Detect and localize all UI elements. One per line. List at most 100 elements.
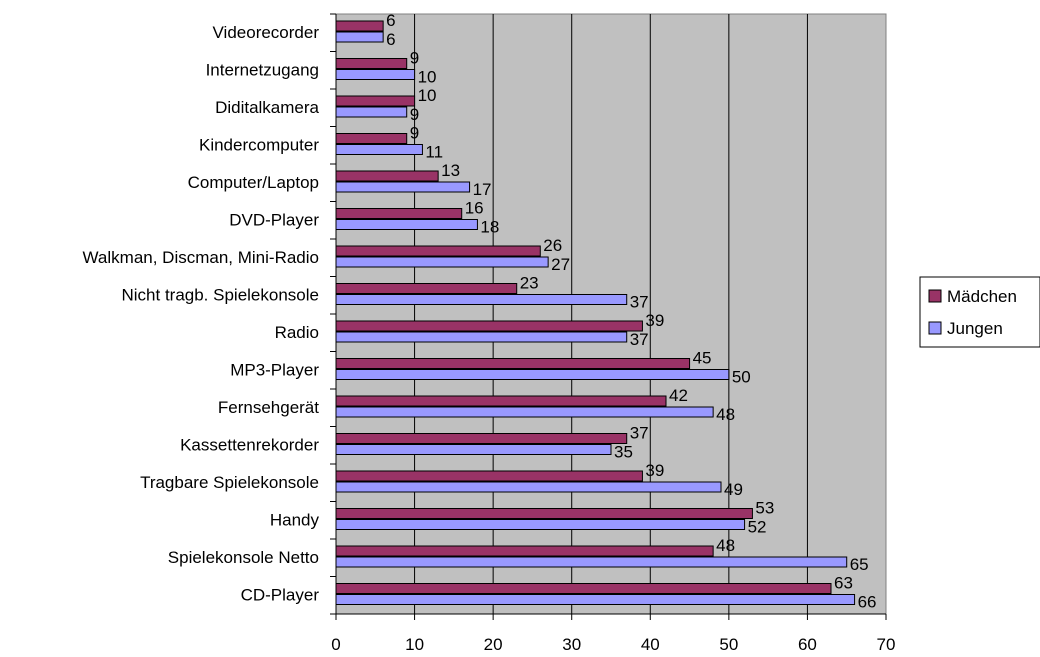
value-label-maedchen-cat-5: 16 <box>465 199 484 218</box>
value-label-maedchen-cat-4: 13 <box>441 161 460 180</box>
legend-label-jungen: Jungen <box>947 319 1003 338</box>
bar-jungen-cat-13 <box>335 519 746 530</box>
value-label-maedchen-cat-8: 39 <box>645 311 664 330</box>
bar-jungen-cat-4 <box>335 181 471 193</box>
category-label-cat-15: CD-Player <box>241 586 320 605</box>
bar-maedchen-cat-1 <box>335 58 408 69</box>
bar-maedchen-cat-12 <box>335 470 643 482</box>
bar-maedchen-cat-6 <box>335 245 541 257</box>
bar-jungen-cat-14 <box>335 556 848 568</box>
bar-maedchen-cat-8 <box>335 320 643 332</box>
value-label-maedchen-cat-2: 10 <box>418 86 437 105</box>
legend-swatch-jungen <box>928 321 942 335</box>
category-label-cat-2: Diditalkamera <box>215 98 319 117</box>
category-label-cat-13: Handy <box>270 511 320 530</box>
bar-maedchen-cat-15 <box>335 583 832 594</box>
value-label-jungen-cat-12: 49 <box>724 480 743 499</box>
value-label-maedchen-cat-3: 9 <box>410 124 419 143</box>
value-label-maedchen-cat-9: 45 <box>693 349 712 368</box>
bar-jungen-cat-9 <box>335 369 730 380</box>
bar-maedchen-cat-10 <box>335 395 667 407</box>
value-label-maedchen-cat-15: 63 <box>834 574 853 593</box>
value-label-maedchen-cat-13: 53 <box>755 499 774 518</box>
category-labels: Videorecorder Internetzugang Diditalkamera… <box>83 23 320 605</box>
bar-maedchen-cat-13 <box>335 508 753 519</box>
category-label-cat-8: Radio <box>275 323 319 342</box>
category-label-cat-9: MP3-Player <box>230 361 319 380</box>
value-label-jungen-cat-3: 11 <box>425 143 443 162</box>
value-label-maedchen-cat-11: 37 <box>630 424 649 443</box>
bar-maedchen-cat-0 <box>335 20 384 32</box>
x-tick-label-10: 10 <box>405 635 424 654</box>
legend-swatch-maedchen <box>928 289 942 303</box>
value-label-jungen-cat-9: 50 <box>732 368 751 387</box>
bar-jungen-cat-12 <box>335 481 722 493</box>
category-label-cat-1: Internetzugang <box>206 61 319 80</box>
value-label-jungen-cat-15: 66 <box>858 593 877 612</box>
bar-jungen-cat-1 <box>335 69 416 80</box>
category-label-cat-10: Fernsehgerät <box>218 398 319 417</box>
bar-maedchen-cat-5 <box>335 208 463 219</box>
bar-maedchen-cat-14 <box>335 545 714 557</box>
value-label-jungen-cat-13: 52 <box>748 518 767 537</box>
bar-jungen-cat-5 <box>335 219 478 230</box>
value-label-jungen-cat-14: 65 <box>850 555 869 574</box>
legend-box <box>919 276 1040 348</box>
bar-jungen-cat-10 <box>335 406 714 418</box>
bar-maedchen-cat-2 <box>335 95 416 107</box>
category-label-cat-12: Tragbare Spielekonsole <box>140 473 319 492</box>
x-tick-labels: 0 10 20 30 40 50 60 70 <box>331 614 895 654</box>
value-label-jungen-cat-11: 35 <box>614 443 633 462</box>
bar-maedchen-cat-3 <box>335 133 408 144</box>
category-label-cat-4: Computer/Laptop <box>188 173 319 192</box>
value-label-jungen-cat-0: 6 <box>386 30 395 49</box>
bar-maedchen-cat-7 <box>335 283 518 294</box>
value-label-jungen-cat-10: 48 <box>716 405 735 424</box>
value-labels: 6691010991113171618262723373937455042483… <box>386 11 876 612</box>
x-tick-label-40: 40 <box>641 635 660 654</box>
value-label-maedchen-cat-7: 23 <box>520 274 539 293</box>
category-label-cat-5: DVD-Player <box>229 211 319 230</box>
category-label-cat-14: Spielekonsole Netto <box>168 548 319 567</box>
category-label-cat-7: Nicht tragb. Spielekonsole <box>121 286 319 305</box>
bar-jungen-cat-0 <box>335 31 384 43</box>
value-label-maedchen-cat-1: 9 <box>410 49 419 68</box>
x-tick-label-30: 30 <box>562 635 581 654</box>
bar-jungen-cat-15 <box>335 594 856 605</box>
category-label-cat-6: Walkman, Discman, Mini-Radio <box>83 248 319 267</box>
bar-jungen-cat-2 <box>335 106 408 118</box>
x-tick-label-0: 0 <box>331 635 340 654</box>
bar-jungen-cat-8 <box>335 331 628 343</box>
legend: Mädchen Jungen <box>919 276 1040 348</box>
bar-maedchen-cat-4 <box>335 170 439 182</box>
value-label-jungen-cat-6: 27 <box>551 255 570 274</box>
value-label-jungen-cat-8: 37 <box>630 330 649 349</box>
bar-jungen-cat-6 <box>335 256 549 268</box>
value-label-maedchen-cat-0: 6 <box>386 11 395 30</box>
value-label-jungen-cat-1: 10 <box>418 68 437 87</box>
value-label-maedchen-cat-10: 42 <box>669 386 688 405</box>
legend-label-maedchen: Mädchen <box>947 287 1017 306</box>
value-label-jungen-cat-7: 37 <box>630 293 649 312</box>
bar-maedchen-cat-11 <box>335 433 628 444</box>
value-label-maedchen-cat-6: 26 <box>543 236 562 255</box>
category-label-cat-0: Videorecorder <box>213 23 320 42</box>
value-label-jungen-cat-2: 9 <box>410 105 419 124</box>
bars <box>335 20 856 605</box>
bar-jungen-cat-11 <box>335 444 612 455</box>
x-tick-label-20: 20 <box>484 635 503 654</box>
value-label-maedchen-cat-14: 48 <box>716 536 735 555</box>
value-label-maedchen-cat-12: 39 <box>645 461 664 480</box>
value-label-jungen-cat-5: 18 <box>480 218 499 237</box>
bar-jungen-cat-7 <box>335 294 628 305</box>
category-label-cat-11: Kassettenrekorder <box>180 436 319 455</box>
bar-maedchen-cat-9 <box>335 358 691 369</box>
x-tick-label-70: 70 <box>877 635 896 654</box>
value-label-jungen-cat-4: 17 <box>473 180 492 199</box>
x-tick-label-50: 50 <box>719 635 738 654</box>
axes <box>330 13 886 615</box>
x-tick-label-60: 60 <box>798 635 817 654</box>
bar-jungen-cat-3 <box>335 144 423 155</box>
category-label-cat-3: Kindercomputer <box>199 136 319 155</box>
